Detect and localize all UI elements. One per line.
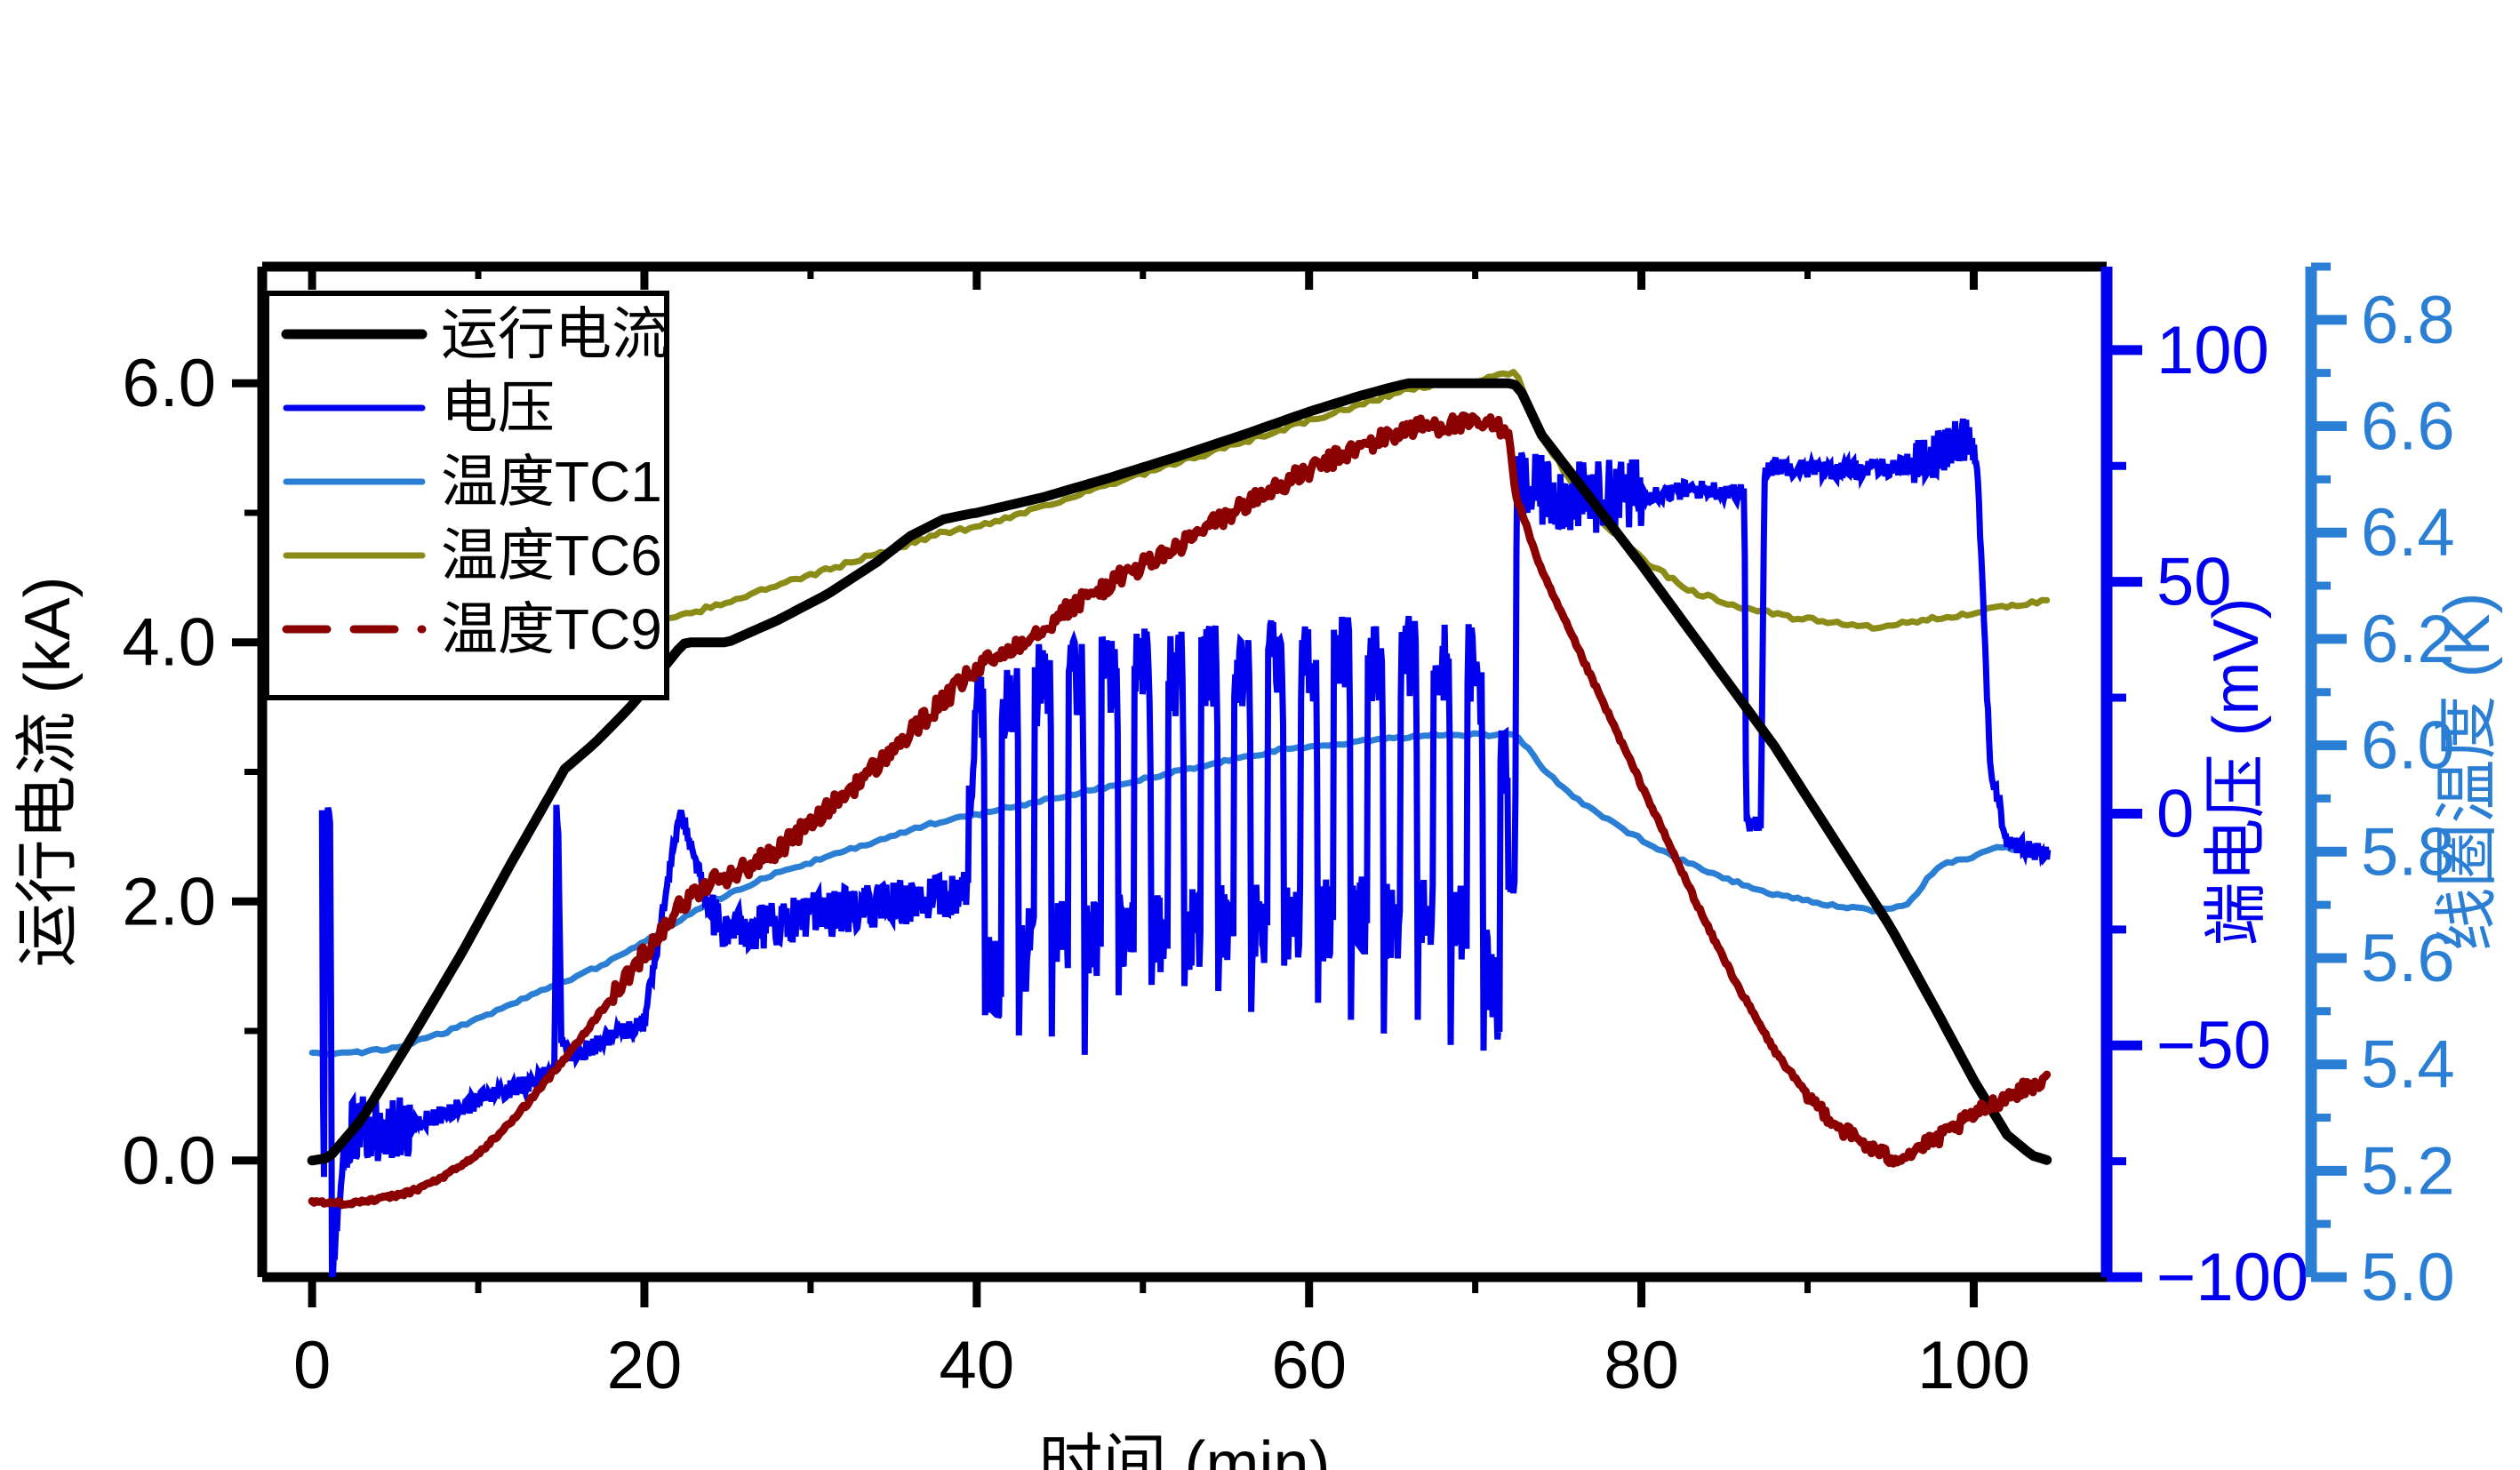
x-tick-label: 80	[1604, 1328, 1679, 1403]
legend-box	[264, 291, 669, 700]
right2-tick-label: 5.6	[2361, 921, 2455, 996]
y-left-axis-title: 运行电流 (kA)	[12, 577, 84, 968]
right1-tick-label: −50	[2156, 1008, 2271, 1083]
right1-tick-label: 0	[2156, 776, 2194, 851]
y-left-tick-label: 6.0	[122, 346, 216, 421]
right2-axis-title: 线圈温度 (K)	[2432, 593, 2503, 952]
x-tick-label: 0	[293, 1328, 331, 1403]
x-axis-title: 时间 (min)	[1039, 1429, 1331, 1470]
right2-tick-label: 5.0	[2361, 1240, 2455, 1315]
right2-tick-label: 6.6	[2361, 389, 2455, 465]
series-温度TC9	[308, 411, 2052, 1210]
series-运行电流	[307, 378, 2052, 1166]
right2-tick-label: 5.2	[2361, 1133, 2455, 1209]
legend-label-4: 温度TC6	[441, 523, 662, 587]
x-tick-label: 60	[1271, 1328, 1347, 1403]
legend-label-2: 电压	[441, 376, 555, 440]
right1-tick-label: 50	[2156, 545, 2232, 620]
y-left-tick-label: 0.0	[122, 1123, 216, 1199]
series-温度TC1	[308, 730, 2051, 1059]
legend-label-1: 运行电流	[441, 302, 668, 366]
legend-label-3: 温度TC1	[441, 450, 662, 514]
y-left-tick-label: 2.0	[122, 864, 216, 939]
series-电压	[318, 418, 2052, 1277]
right1-tick-label: 100	[2156, 313, 2269, 388]
right2-tick-label: 6.8	[2361, 283, 2455, 358]
right2-tick-label: 5.4	[2361, 1027, 2455, 1103]
right2-tick-label: 6.4	[2361, 495, 2455, 571]
legend-label-5: 温度TC9	[441, 597, 662, 661]
x-tick-label: 40	[940, 1328, 1015, 1403]
right2-tick-label: 6.0	[2361, 708, 2455, 784]
right2-tick-label: 5.8	[2361, 814, 2455, 890]
x-tick-label: 20	[607, 1328, 683, 1403]
right2-tick-label: 6.2	[2361, 602, 2455, 677]
x-tick-label: 100	[1917, 1328, 2030, 1403]
right1-tick-label: −100	[2156, 1240, 2308, 1315]
y-left-tick-label: 4.0	[122, 605, 216, 681]
right1-axis-title: 端电压 (mV)	[2201, 598, 2272, 947]
